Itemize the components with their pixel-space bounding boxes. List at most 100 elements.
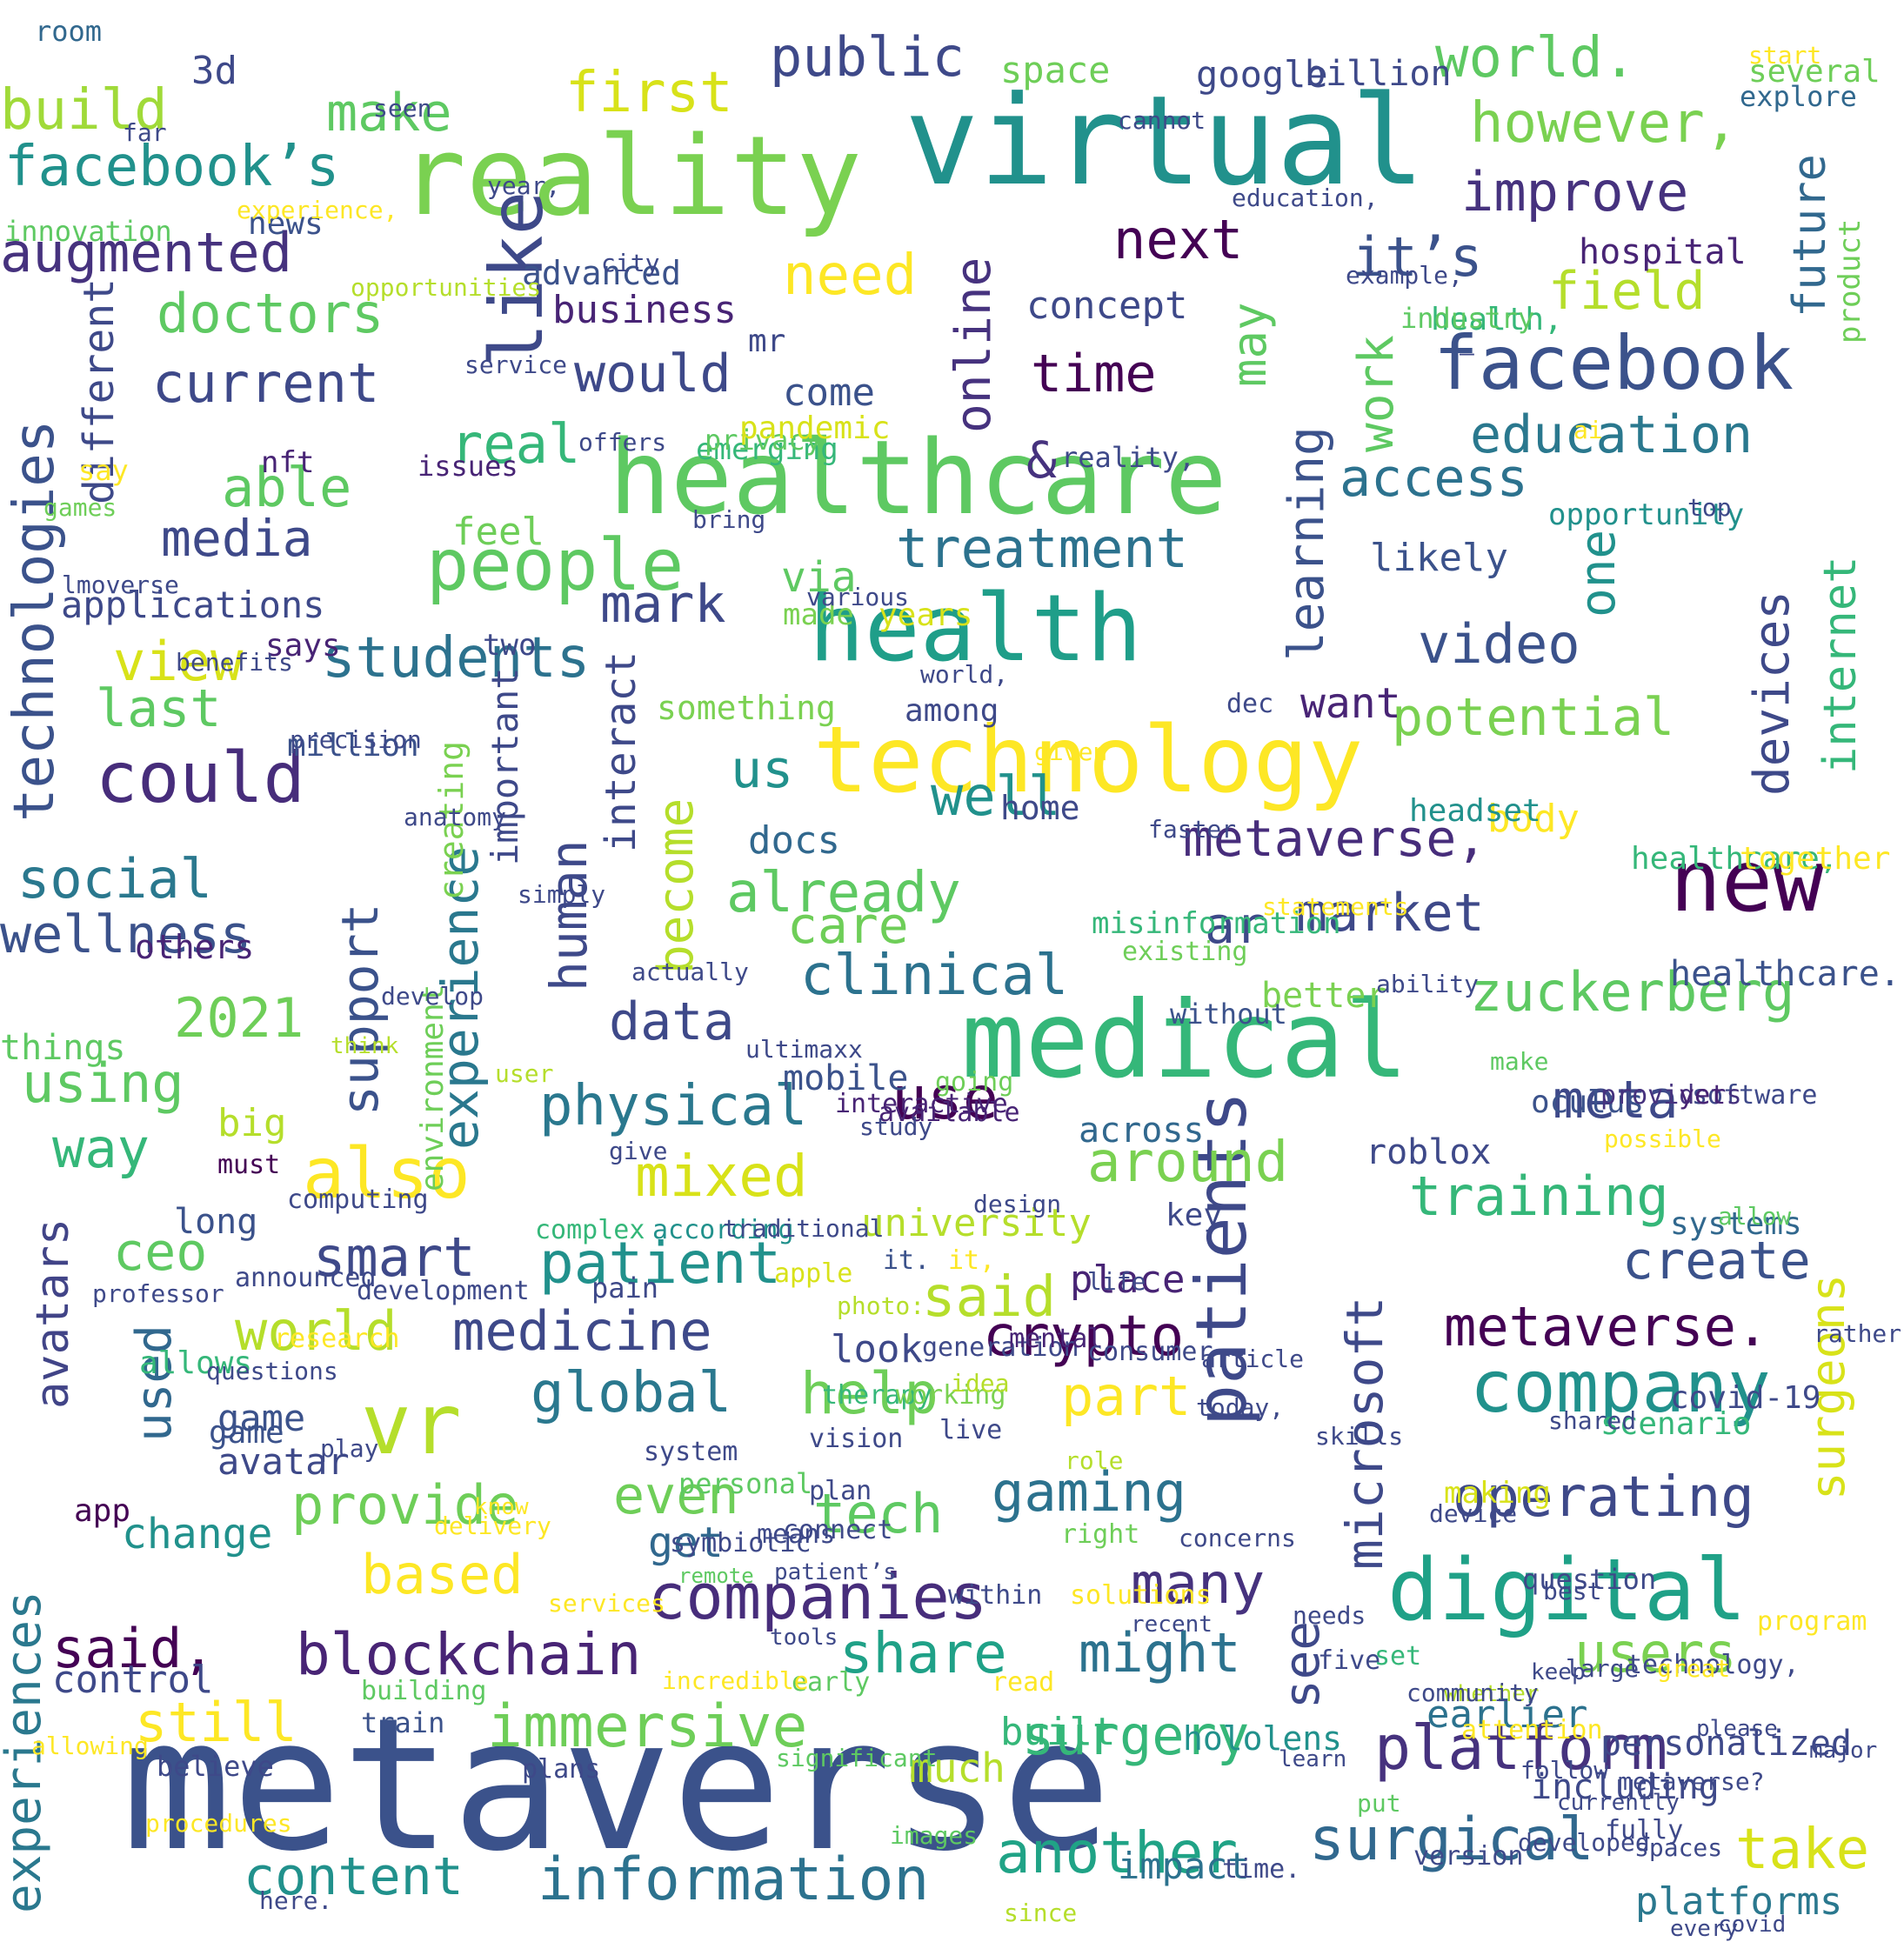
word-ability: ability	[1376, 970, 1480, 998]
word-services: services	[548, 1589, 665, 1618]
word-concerns: concerns	[1179, 1524, 1296, 1552]
word-metaverse: metaverse.	[1444, 1295, 1769, 1358]
word-apple: apple	[774, 1258, 853, 1289]
word-right: right	[1061, 1519, 1140, 1550]
word-around: around	[1087, 1131, 1289, 1195]
word-tech: tech	[813, 1482, 944, 1545]
word-announced: announced	[235, 1263, 377, 1293]
word-explore: explore	[1740, 80, 1857, 113]
word-important: important	[484, 667, 526, 865]
word-wellness: wellness	[0, 904, 251, 965]
word-mixed: mixed	[635, 1143, 808, 1210]
word-precision: precision	[290, 725, 422, 754]
word-medicine: medicine	[452, 1299, 712, 1363]
word-global: global	[531, 1361, 732, 1425]
word-education: education	[1470, 404, 1754, 465]
word-two: two	[483, 628, 537, 663]
word-care: care	[787, 896, 909, 955]
word-whether: whether	[1444, 1681, 1540, 1707]
word-industry: industry	[1400, 302, 1535, 335]
word-metaverse: metaverse?	[1618, 1767, 1765, 1796]
word-well: well	[931, 764, 1061, 828]
word-future: future	[1784, 154, 1836, 317]
word-education: education,	[1232, 184, 1379, 212]
word-know: know	[474, 1494, 529, 1520]
word-used: used	[126, 1325, 183, 1442]
word-key: key	[1166, 1198, 1223, 1233]
word-life: life	[1087, 1267, 1146, 1296]
word-place: place	[1070, 1258, 1186, 1302]
word-users: users	[1574, 1621, 1737, 1685]
word-made: made	[783, 597, 854, 632]
word-support: support	[331, 903, 390, 1116]
word-improve: improve	[1461, 160, 1689, 224]
word-get: get	[648, 1518, 724, 1567]
word-device: device	[1429, 1499, 1518, 1528]
word-concept: concept	[1026, 284, 1188, 328]
word-still: still	[135, 1691, 297, 1754]
word-field: field	[1548, 261, 1706, 322]
word-technology: technology,	[1627, 1650, 1800, 1680]
word-crypto: crypto	[983, 1305, 1185, 1369]
word-look: look	[831, 1327, 923, 1371]
word-space: space	[1000, 49, 1111, 91]
word-vr: vr	[361, 1376, 462, 1473]
word-believe: believe	[157, 1750, 274, 1783]
word-scenario: scenario	[1600, 1406, 1752, 1442]
word-reality: reality	[400, 112, 863, 240]
word-working: working	[896, 1380, 1006, 1411]
word-must: must	[217, 1150, 281, 1180]
word-fully: fully	[1605, 1815, 1684, 1845]
word-new: new	[1670, 832, 1825, 931]
word-photo: photo:	[837, 1291, 925, 1320]
word-change: change	[122, 1510, 273, 1558]
word-based: based	[361, 1543, 524, 1606]
word-skills: skills	[1315, 1422, 1404, 1451]
word-actually: actually	[631, 958, 749, 986]
word-program: program	[1757, 1606, 1867, 1637]
word-patient-s: patient’s	[774, 1559, 897, 1585]
word-one: one	[1570, 529, 1627, 617]
word-issues: issues	[418, 450, 518, 483]
word-developed: developed	[1518, 1828, 1650, 1857]
word-design: design	[973, 1190, 1062, 1218]
word-things: things	[0, 1028, 126, 1068]
word-article: article	[1201, 1345, 1305, 1373]
word-metaverse: metaverse,	[1183, 809, 1487, 868]
word-offers: offers	[578, 428, 667, 457]
word-come: come	[783, 370, 875, 415]
word-us: us	[731, 739, 794, 800]
word-current: current	[152, 351, 380, 415]
word-bring: bring	[692, 505, 766, 534]
word-making: making	[1444, 1476, 1551, 1511]
word-rather: rather	[1814, 1319, 1902, 1348]
word-oculus: oculus	[1531, 1084, 1645, 1120]
word-start: start	[1748, 41, 1822, 70]
word-complex: complex	[535, 1215, 645, 1245]
word-healthcare: healthcare	[609, 417, 1227, 537]
word-3d: 3d	[191, 49, 237, 93]
word-cannot: cannot	[1118, 106, 1206, 135]
word-year: year,	[487, 171, 561, 200]
word-allows: allows	[139, 1345, 253, 1381]
word-something: something	[657, 689, 836, 727]
word-information: information	[538, 1845, 930, 1914]
word-symbiotic: symbiotic	[670, 1528, 812, 1558]
word-development: development	[357, 1276, 530, 1306]
word-provide: provide	[291, 1473, 519, 1537]
word-example: example,	[1346, 261, 1463, 290]
word-body: body	[1487, 797, 1580, 841]
word-create: create	[1622, 1231, 1811, 1291]
word-city: city	[601, 249, 660, 277]
word-product: product	[1833, 218, 1867, 344]
word-view: view	[113, 630, 244, 693]
word-question: question	[1522, 1563, 1657, 1596]
word-generation: generation	[922, 1332, 1079, 1363]
word-large: large	[1566, 1654, 1640, 1683]
word-build: build	[0, 78, 168, 143]
word-possible: possible	[1604, 1124, 1721, 1153]
word-avatar: avatar	[217, 1440, 350, 1483]
word-delivery: delivery	[434, 1512, 551, 1540]
word-hospital: hospital	[1579, 232, 1747, 272]
word-personalized: personalized	[1600, 1724, 1852, 1764]
